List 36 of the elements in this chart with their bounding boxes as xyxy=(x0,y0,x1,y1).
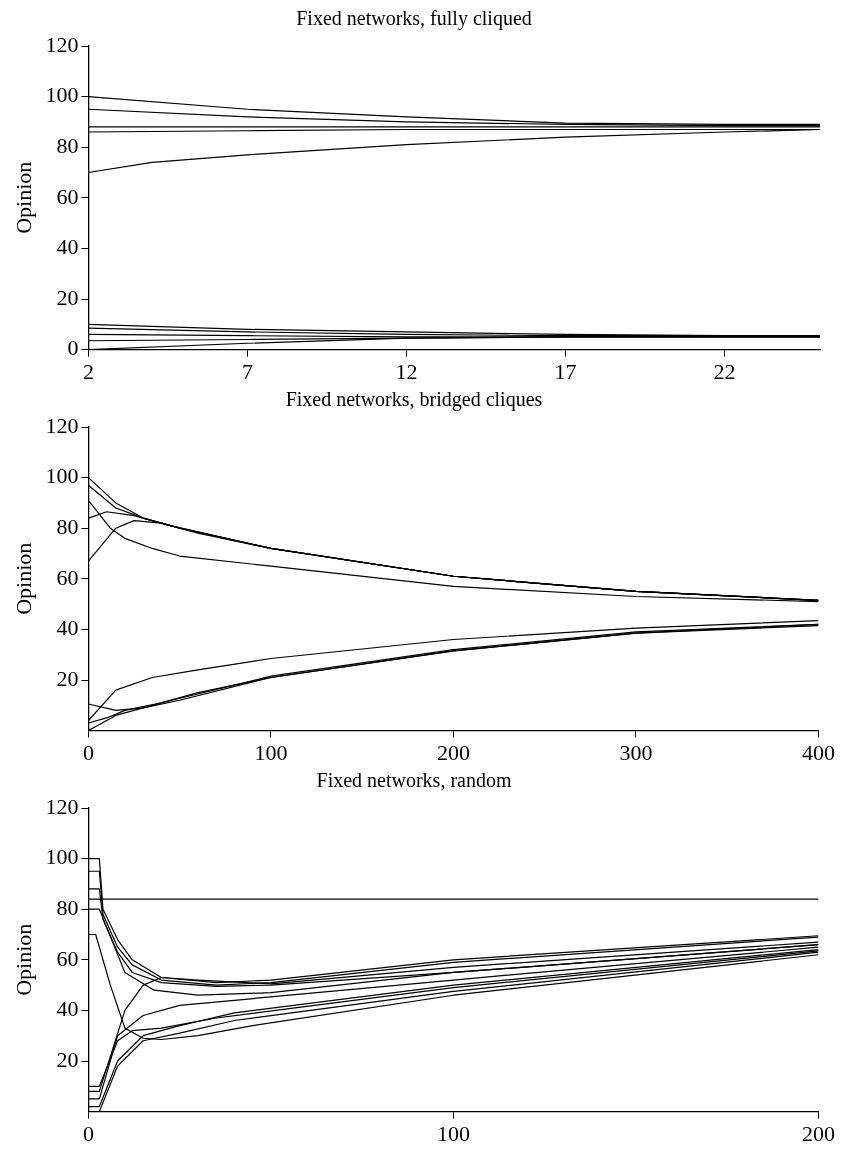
y-tick-label: 80 xyxy=(56,513,79,539)
y-tick-label: 20 xyxy=(56,665,79,691)
x-tick-label: 22 xyxy=(713,358,736,384)
y-tick-label: 120 xyxy=(45,31,79,57)
y-tick-label: 40 xyxy=(56,615,79,641)
y-tick-label: 80 xyxy=(56,894,79,920)
y-axis-title: Opinion xyxy=(10,923,36,996)
y-tick-label: 100 xyxy=(45,844,79,870)
y-tick-label: 60 xyxy=(56,945,79,971)
y-tick-label: 120 xyxy=(45,793,79,819)
x-tick-label: 100 xyxy=(254,739,288,765)
y-tick-label: 80 xyxy=(56,132,79,158)
y-tick-label: 40 xyxy=(56,996,79,1022)
x-tick-label: 100 xyxy=(436,1120,470,1146)
y-tick-label: 20 xyxy=(56,1046,79,1072)
y-tick-label: 100 xyxy=(45,463,79,489)
x-tick-label: 300 xyxy=(619,739,653,765)
y-axis-title: Opinion xyxy=(10,161,36,234)
x-tick-label: 7 xyxy=(241,358,253,384)
x-tick-label: 2 xyxy=(82,358,94,384)
y-tick-label: 120 xyxy=(45,412,79,438)
x-tick-label: 12 xyxy=(395,358,418,384)
x-tick-label: 400 xyxy=(802,739,835,765)
chart-title: Fixed networks, random xyxy=(316,769,512,792)
y-tick-label: 0 xyxy=(67,335,79,361)
x-tick-label: 17 xyxy=(554,358,577,384)
chart-title: Fixed networks, fully cliqued xyxy=(296,7,532,31)
y-tick-label: 40 xyxy=(56,234,79,260)
x-tick-label: 200 xyxy=(802,1120,835,1146)
x-tick-label: 200 xyxy=(436,739,470,765)
y-tick-label: 60 xyxy=(56,183,79,209)
y-tick-label: 60 xyxy=(56,564,79,590)
chart-title: Fixed networks, bridged cliques xyxy=(285,388,543,412)
y-tick-label: 100 xyxy=(45,82,79,108)
y-axis-title: Opinion xyxy=(10,542,36,615)
y-tick-label: 20 xyxy=(56,284,79,310)
